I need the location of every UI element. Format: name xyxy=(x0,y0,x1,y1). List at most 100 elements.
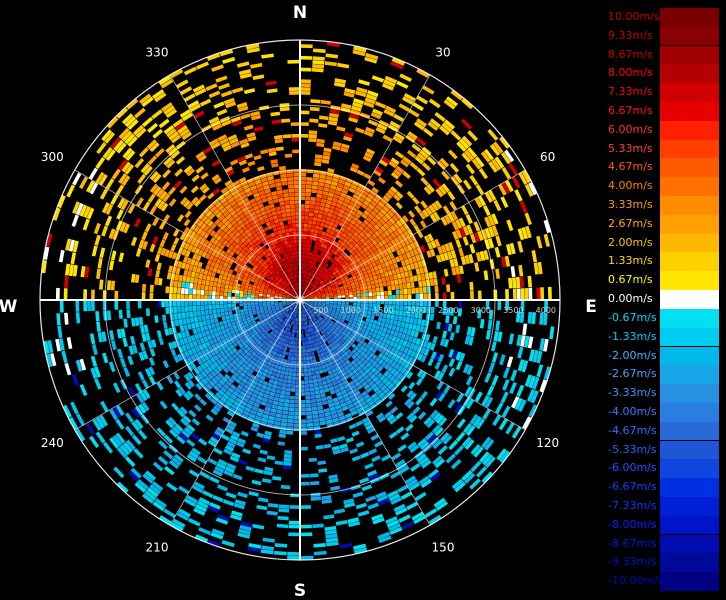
velocity-cell xyxy=(284,343,289,348)
velocity-cell xyxy=(287,184,294,189)
velocity-cell xyxy=(310,232,315,237)
velocity-cell xyxy=(252,309,257,313)
velocity-cell xyxy=(390,360,397,368)
velocity-cell xyxy=(307,263,310,268)
velocity-cell xyxy=(260,194,267,200)
velocity-cell xyxy=(290,280,293,284)
velocity-cell xyxy=(100,400,109,413)
velocity-cell xyxy=(348,328,353,333)
velocity-cell xyxy=(268,216,274,222)
velocity-cell xyxy=(56,313,61,326)
velocity-cell xyxy=(274,347,279,352)
velocity-cell xyxy=(296,333,299,338)
velocity-cell xyxy=(269,344,274,350)
velocity-cell xyxy=(402,310,407,317)
velocity-cell xyxy=(337,382,344,388)
velocity-cell xyxy=(355,308,361,313)
radar-ppi-plot: ✳ 500 1000 1500 2000 2500 3000 3500 4000 306012… xyxy=(0,3,597,600)
velocity-cell xyxy=(283,284,288,288)
velocity-cell xyxy=(283,317,288,321)
velocity-cell xyxy=(268,309,273,313)
velocity-cell xyxy=(426,250,432,258)
velocity-cell xyxy=(285,363,290,368)
velocity-cell xyxy=(345,354,352,360)
velocity-cell xyxy=(393,348,400,356)
velocity-cell xyxy=(278,284,283,288)
velocity-cell xyxy=(311,343,316,348)
velocity-cell xyxy=(238,276,243,282)
velocity-cell xyxy=(384,350,390,357)
velocity-cell xyxy=(219,334,225,340)
velocity-cell xyxy=(264,336,269,342)
velocity-cell xyxy=(220,283,225,289)
velocity-cell xyxy=(311,220,317,225)
velocity-cell xyxy=(243,354,249,360)
velocity-cell xyxy=(289,306,293,310)
velocity-cell xyxy=(336,264,342,269)
velocity-cell xyxy=(263,184,270,190)
velocity-cell xyxy=(287,375,292,380)
velocity-cell xyxy=(245,213,252,220)
velocity-cell xyxy=(323,187,330,192)
velocity-cell xyxy=(219,304,224,309)
velocity-cell xyxy=(536,287,541,300)
velocity-cell xyxy=(285,232,290,237)
velocity-cell xyxy=(335,337,341,343)
velocity-cell xyxy=(261,181,269,187)
velocity-cell xyxy=(207,457,218,466)
velocity-cell xyxy=(186,336,192,343)
velocity-cell xyxy=(302,282,305,287)
velocity-cell xyxy=(303,286,306,291)
velocity-cell xyxy=(246,390,253,396)
velocity-cell xyxy=(287,422,294,427)
velocity-cell xyxy=(340,318,345,323)
velocity-cell xyxy=(348,222,354,229)
velocity-cell xyxy=(199,337,205,344)
velocity-cell xyxy=(280,205,286,210)
velocity-cell xyxy=(327,339,332,345)
velocity-cell xyxy=(320,330,325,335)
velocity-cell xyxy=(289,505,300,509)
velocity-cell xyxy=(365,244,372,251)
velocity-cell xyxy=(264,341,269,347)
velocity-cell xyxy=(495,235,502,247)
velocity-cell xyxy=(361,189,369,197)
velocity-cell xyxy=(185,311,190,319)
velocity-cell xyxy=(303,262,306,267)
velocity-cell xyxy=(235,362,241,369)
velocity-cell xyxy=(303,235,307,240)
velocity-cell xyxy=(302,274,304,279)
velocity-cell xyxy=(301,290,303,294)
velocity-cell xyxy=(218,254,224,260)
velocity-cell xyxy=(243,320,248,325)
velocity-cell xyxy=(216,228,223,235)
velocity-cell xyxy=(274,266,278,271)
velocity-cell xyxy=(226,248,232,254)
velocity-cell xyxy=(364,303,369,307)
velocity-cell xyxy=(311,67,324,73)
velocity-cell xyxy=(321,302,326,304)
velocity-cell xyxy=(296,278,299,283)
velocity-cell xyxy=(333,301,338,304)
velocity-cell xyxy=(251,292,256,296)
velocity-cell xyxy=(306,422,314,427)
velocity-cell xyxy=(370,200,378,207)
velocity-cell xyxy=(474,262,480,272)
velocity-cell xyxy=(342,238,348,244)
velocity-cell xyxy=(366,326,372,331)
velocity-cell xyxy=(410,350,417,358)
velocity-cell xyxy=(271,249,276,254)
velocity-cell xyxy=(508,333,515,345)
velocity-cell xyxy=(230,338,236,344)
velocity-cell xyxy=(262,260,267,266)
velocity-cell xyxy=(252,205,260,211)
velocity-cell xyxy=(294,247,298,251)
velocity-cell xyxy=(316,254,320,259)
velocity-cell xyxy=(270,326,275,331)
velocity-cell xyxy=(306,297,310,299)
velocity-cell xyxy=(101,225,109,237)
velocity-cell xyxy=(385,390,393,398)
velocity-cell xyxy=(289,395,295,400)
velocity-cell xyxy=(340,277,345,282)
velocity-cell xyxy=(295,274,298,279)
